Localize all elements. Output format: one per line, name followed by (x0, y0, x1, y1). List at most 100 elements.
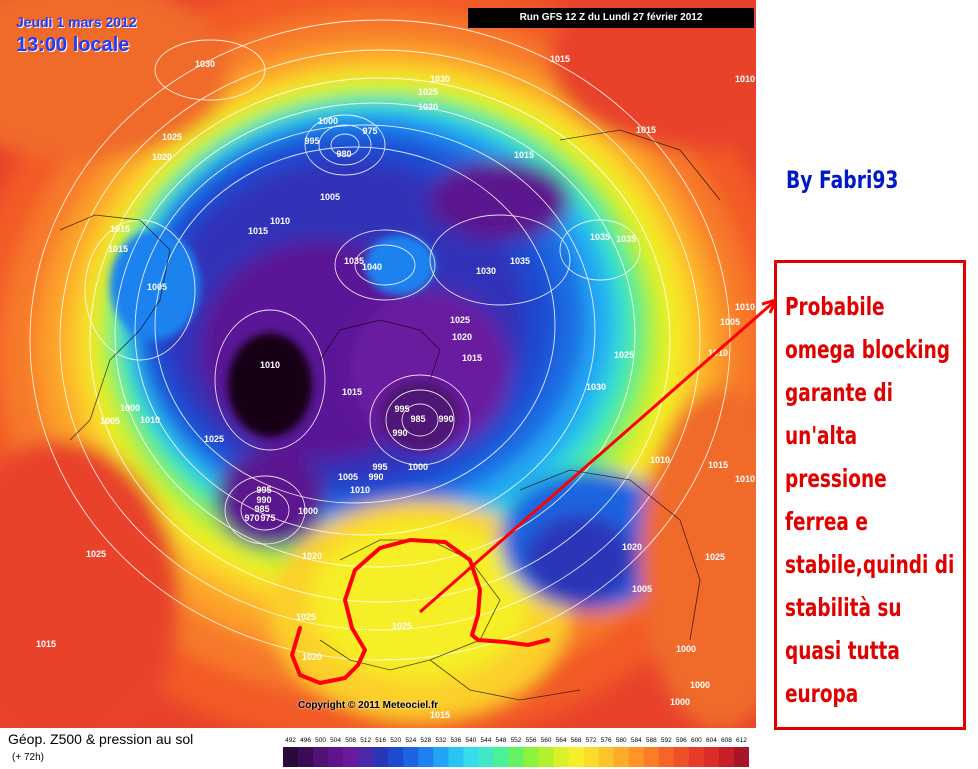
colorbar-tick-label: 592 (661, 737, 672, 744)
annotation-line: garante di (785, 378, 893, 407)
height-field (0, 0, 756, 728)
pressure-label: 1030 (195, 59, 215, 69)
colorbar-swatch (583, 747, 600, 767)
colorbar-tick-label: 584 (631, 737, 642, 744)
colorbar-swatch (643, 747, 660, 767)
map-title: Géop. Z500 & pression au sol (8, 731, 194, 747)
colorbar-swatch (703, 747, 720, 767)
pressure-label: 990 (368, 472, 383, 482)
colorbar-swatch (718, 747, 735, 767)
annotation-box: Probabile omega blocking garante di un'alta… (774, 260, 966, 730)
pressure-label: 1010 (350, 485, 370, 495)
pressure-label: 1000 (318, 116, 338, 126)
colorbar-tick-label: 548 (496, 737, 507, 744)
pressure-label: 990 (256, 495, 271, 505)
colorbar-swatch (628, 747, 645, 767)
colorbar-swatch (658, 747, 675, 767)
colorbar-swatch (433, 747, 449, 767)
colorbar-swatch (298, 747, 314, 767)
pressure-label: 1035 (510, 256, 530, 266)
colorbar-tick-label: 560 (541, 737, 552, 744)
pressure-label: 1015 (514, 150, 534, 160)
pressure-label: 1010 (140, 415, 160, 425)
pressure-label: 1010 (735, 474, 755, 484)
annotation-line: un'alta (785, 421, 858, 450)
colorbar-swatch (538, 747, 554, 767)
pressure-label: 985 (410, 414, 425, 424)
colorbar-swatch (673, 747, 690, 767)
annotation-line: pressione (785, 464, 887, 493)
annotation-line: Probabile (785, 292, 885, 321)
pressure-label: 1000 (670, 697, 690, 707)
colorbar-swatch (553, 747, 570, 767)
annotation-line: quasi tutta (785, 636, 900, 665)
pressure-label: 995 (372, 462, 387, 472)
pressure-label: 1015 (636, 125, 656, 135)
annotation-line: omega blocking (785, 335, 951, 364)
colorbar-swatch (343, 747, 359, 767)
pressure-label: 1030 (476, 266, 496, 276)
colorbar-ticks: 492 496 500 504 508 512 516 520 524 528 532 536 540 5… (285, 737, 747, 744)
author-signature: By Fabri93 (786, 166, 899, 194)
pressure-label: 1015 (110, 224, 130, 234)
pressure-label: 1025 (204, 434, 224, 444)
pressure-label: 1010 (270, 216, 290, 226)
pressure-label: 1035 (590, 232, 610, 242)
colorbar-swatch (358, 747, 374, 767)
colorbar-tick-label: 572 (586, 737, 597, 744)
pressure-label: 1010 (260, 360, 280, 370)
colorbar-swatch (733, 747, 749, 767)
pressure-label: 1020 (302, 652, 322, 662)
pressure-label: 1005 (320, 192, 340, 202)
pressure-label: 985 (254, 504, 269, 514)
pressure-label: 1035 (344, 256, 364, 266)
colorbar-tick-label: 604 (706, 737, 717, 744)
pressure-label: 1000 (408, 462, 428, 472)
pressure-label: 1025 (418, 87, 438, 97)
colorbar-swatch (388, 747, 404, 767)
colorbar-tick-label: 580 (616, 737, 627, 744)
pressure-label: 1015 (108, 244, 128, 254)
colorbar-swatch (478, 747, 494, 767)
pressure-label: 970 (244, 513, 259, 523)
colorbar-tick-label: 516 (375, 737, 386, 744)
pressure-label: 1015 (462, 353, 482, 363)
pressure-label: 1015 (248, 226, 268, 236)
pressure-label: 1005 (147, 282, 167, 292)
pressure-label: 990 (392, 428, 407, 438)
pressure-label: 1015 (36, 639, 56, 649)
pressure-label: 1030 (430, 74, 450, 84)
colorbar-tick-label: 544 (481, 737, 492, 744)
pressure-label: 1015 (430, 710, 450, 720)
forecast-time: 13:00 locale (16, 34, 130, 56)
pressure-label: 1035 (616, 234, 636, 244)
colorbar-swatch (313, 747, 329, 767)
map-svg: 1030 101510301025102010101025102010009759… (0, 0, 756, 728)
pressure-label: 1005 (720, 317, 740, 327)
annotation-text: Probabile omega blocking garante di un'alta… (785, 285, 955, 715)
pressure-label: 1025 (614, 350, 634, 360)
pressure-label: 1030 (586, 382, 606, 392)
pressure-label: 975 (260, 513, 275, 523)
colorbar-swatch (463, 747, 479, 767)
colorbar-tick-label: 612 (736, 737, 747, 744)
colorbar-tick-label: 532 (435, 737, 446, 744)
annotation-line: ferrea e (785, 507, 868, 536)
pressure-label: 980 (336, 149, 351, 159)
colorbar-tick-label: 500 (315, 737, 326, 744)
colorbar-swatch (598, 747, 615, 767)
pressure-label: 1025 (162, 132, 182, 142)
pressure-label: 1040 (362, 262, 382, 272)
colorbar-tick-label: 600 (691, 737, 702, 744)
pressure-label: 1025 (86, 549, 106, 559)
pressure-label: 1000 (120, 403, 140, 413)
pressure-label: 1025 (705, 552, 725, 562)
pressure-label: 1005 (100, 416, 120, 426)
colorbar-tick-label: 492 (285, 737, 296, 744)
pressure-label: 1025 (296, 612, 316, 622)
map-subtitle: (+ 72h) (12, 752, 44, 763)
colorbar-tick-label: 536 (450, 737, 461, 744)
colorbar-swatch (373, 747, 389, 767)
colorbar-tick-label: 508 (345, 737, 356, 744)
pressure-label: 1010 (735, 74, 755, 84)
